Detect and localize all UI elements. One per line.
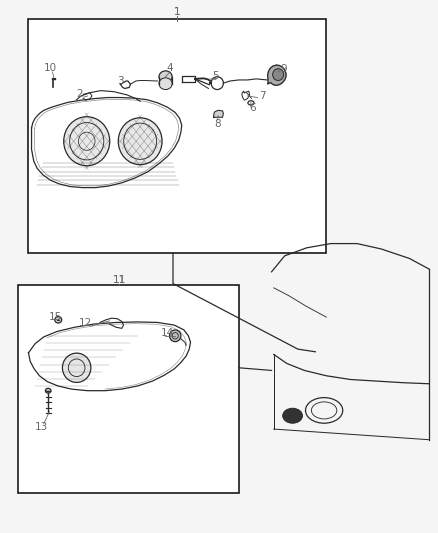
- Text: 8: 8: [214, 119, 221, 128]
- Text: 9: 9: [280, 64, 287, 74]
- Text: 6: 6: [249, 103, 256, 112]
- Ellipse shape: [64, 117, 110, 166]
- Text: 3: 3: [117, 76, 124, 86]
- Text: 13: 13: [35, 423, 48, 432]
- Ellipse shape: [283, 408, 303, 423]
- Text: 15: 15: [49, 312, 62, 321]
- Ellipse shape: [272, 69, 284, 80]
- Text: 1: 1: [174, 7, 181, 17]
- Text: 2: 2: [76, 90, 83, 99]
- Text: 12: 12: [79, 318, 92, 328]
- Ellipse shape: [159, 78, 172, 90]
- Ellipse shape: [62, 353, 91, 383]
- Ellipse shape: [46, 388, 51, 393]
- Text: 4: 4: [166, 63, 173, 73]
- Bar: [18, 285, 239, 493]
- Text: 7: 7: [258, 91, 265, 101]
- Ellipse shape: [55, 317, 62, 323]
- Text: 14: 14: [161, 328, 174, 337]
- Ellipse shape: [118, 118, 162, 165]
- Text: 11: 11: [113, 276, 126, 285]
- Text: 5: 5: [212, 71, 219, 80]
- Polygon shape: [214, 110, 223, 117]
- Bar: [28, 19, 326, 253]
- Text: 1: 1: [174, 7, 181, 17]
- Text: 11: 11: [113, 276, 126, 285]
- Text: 10: 10: [44, 63, 57, 73]
- Ellipse shape: [170, 330, 181, 342]
- Polygon shape: [268, 65, 286, 85]
- Ellipse shape: [159, 71, 172, 83]
